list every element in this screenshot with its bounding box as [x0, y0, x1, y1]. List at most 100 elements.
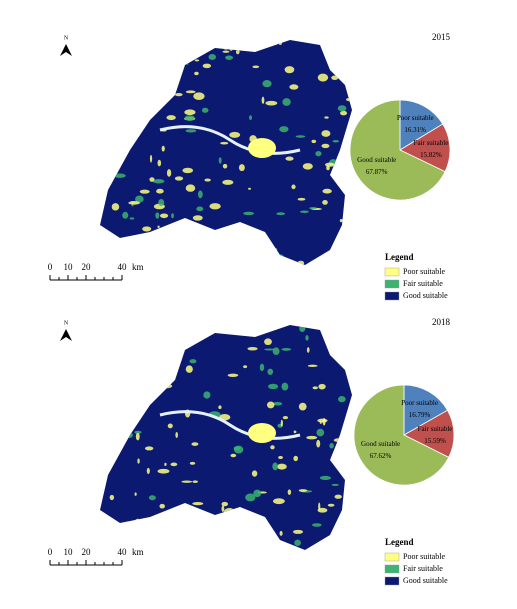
map-patch	[115, 336, 128, 340]
map-patch	[276, 212, 286, 216]
map-patch	[302, 163, 313, 170]
map-patch	[110, 95, 119, 101]
pie-value-label: 15.59%	[424, 437, 446, 446]
map-patch	[264, 348, 275, 351]
legend-swatch	[384, 564, 400, 574]
map-patch	[252, 65, 260, 69]
map-patch	[129, 63, 140, 71]
map-patch	[220, 141, 229, 145]
map-patch	[204, 178, 211, 182]
map-patch	[347, 176, 352, 184]
map-patch	[118, 104, 127, 113]
map-patch	[160, 213, 169, 219]
map-patch	[281, 382, 289, 391]
map-patch	[100, 119, 105, 123]
map-patch	[231, 542, 235, 546]
map-patch	[270, 445, 275, 450]
map-patch	[312, 386, 318, 390]
map-patch	[339, 344, 351, 353]
map-patch	[247, 347, 258, 351]
legend-label: Good suitable	[403, 576, 448, 585]
pie-slice	[403, 384, 449, 436]
map-patch	[139, 364, 152, 372]
map-region	[100, 40, 352, 265]
map-patch	[114, 373, 122, 376]
map-patch	[316, 439, 321, 448]
scale-unit: km	[132, 547, 144, 557]
map-patch	[322, 188, 332, 194]
map-patch	[140, 70, 145, 76]
map-patch	[223, 507, 236, 516]
map-patch	[109, 494, 115, 501]
map-patch	[293, 455, 299, 462]
map-patch	[171, 72, 177, 79]
map-patch	[122, 211, 129, 219]
map-patch	[278, 41, 282, 46]
map-patch	[132, 257, 143, 261]
map-patch	[148, 495, 156, 501]
map-patch	[192, 215, 203, 221]
map-patch	[153, 373, 165, 379]
map-patch	[327, 503, 335, 507]
map-patch	[339, 58, 342, 62]
pie-slice	[353, 384, 450, 486]
map-patch	[194, 71, 199, 76]
map-patch	[272, 462, 278, 471]
map-patch	[342, 325, 350, 329]
map-patch	[280, 419, 283, 427]
map-patch	[238, 164, 245, 172]
map-patch	[212, 326, 224, 333]
map-patch	[158, 199, 165, 207]
map-patch	[318, 383, 326, 390]
map-patch	[134, 376, 139, 384]
map-patch	[189, 461, 196, 465]
map-patch	[287, 489, 292, 495]
map-patch	[191, 442, 199, 446]
pie-value-label: 15.82%	[420, 151, 442, 160]
legend-swatch	[384, 291, 400, 301]
map-patch	[297, 197, 306, 201]
map-patch	[312, 523, 322, 527]
pie-category: Good suitable	[361, 440, 401, 449]
map-patch	[294, 539, 302, 546]
map-patch	[134, 492, 137, 496]
map-patch	[322, 200, 328, 205]
map-patch	[209, 325, 216, 332]
map-patch	[209, 203, 221, 210]
map-patch	[331, 75, 339, 80]
map-patch	[319, 420, 322, 424]
map-patch	[332, 139, 339, 143]
pie-category: Poor suitable	[396, 113, 434, 122]
map-patch	[194, 59, 200, 62]
map-patch	[222, 163, 228, 169]
map-patch	[192, 480, 198, 484]
map-patch	[179, 533, 191, 536]
map-patch	[309, 206, 317, 210]
legend-label: Poor suitable	[403, 552, 445, 561]
map-patch	[157, 159, 162, 167]
map-patch	[210, 252, 217, 258]
map-patch	[279, 126, 289, 133]
map-patch	[185, 90, 196, 94]
map-patch	[225, 55, 234, 60]
river	[159, 410, 301, 440]
map-patch	[259, 363, 265, 372]
map-patch	[111, 203, 120, 211]
panel: N 2018 0 10 20 40 km Legend Poor suitable Fair su…	[48, 317, 455, 586]
map-patch	[185, 184, 196, 192]
map-patch	[253, 489, 262, 498]
map-patch	[348, 186, 352, 190]
map-patch	[184, 115, 195, 121]
map-patch	[311, 139, 317, 144]
scale-tick-label: 20	[82, 262, 92, 272]
scale-unit: km	[132, 262, 144, 272]
map-patch	[295, 135, 306, 138]
map-patch	[157, 225, 160, 229]
map-patch	[213, 232, 221, 238]
map-patch	[277, 463, 287, 470]
map-patch	[157, 468, 170, 474]
map-patch	[181, 480, 193, 483]
map-patch	[128, 366, 132, 370]
map-patch	[166, 169, 172, 177]
